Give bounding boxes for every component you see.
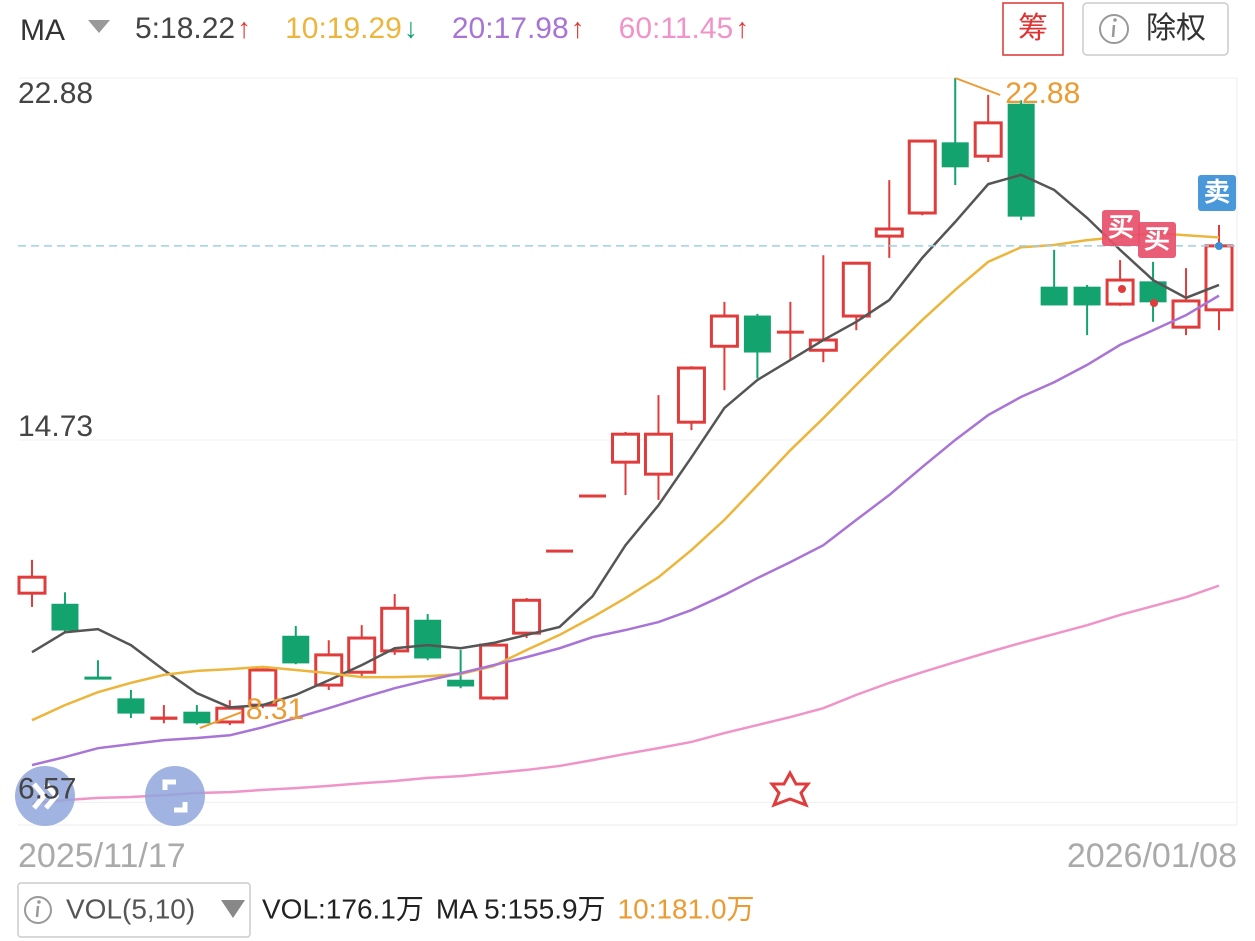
ma-legend-arrow: ↑ (735, 12, 749, 43)
info-icon-stem (35, 905, 40, 918)
indicator-name[interactable]: MA (20, 14, 65, 47)
candle-body (743, 315, 771, 353)
plot (17, 77, 1237, 805)
candle-body (579, 494, 607, 498)
volume-stat: 10:181.0万 (618, 893, 755, 924)
ma-legend-arrow: ↑ (237, 12, 251, 43)
signal-badge (1198, 175, 1236, 211)
ma-line (31, 294, 1220, 767)
ma-legend-label: 20:17.98 (452, 12, 569, 45)
expand-icon (32, 782, 60, 810)
info-icon-dot (37, 900, 41, 904)
candle-body (676, 366, 706, 424)
candle-body (546, 549, 574, 553)
rights-button-label[interactable]: 除权 (1146, 12, 1206, 45)
max-annotation: 22.88 (1005, 77, 1080, 110)
min-annotation-line (199, 711, 243, 730)
candle-body (907, 139, 937, 215)
candle-body (51, 603, 79, 631)
ma-legend-arrow: ↓ (404, 12, 418, 43)
volume-selector[interactable] (17, 882, 251, 938)
min-annotation: 8.31 (246, 693, 304, 726)
info-icon-dot (1113, 18, 1117, 22)
candle-body (709, 314, 739, 348)
candle-body (841, 261, 871, 318)
ma-line (31, 173, 1220, 709)
signal-label: 卖 (1204, 177, 1230, 207)
volume-stat: MA 5:155.9万 (436, 893, 606, 924)
fullscreen-icon (162, 779, 188, 813)
candle-body (941, 142, 969, 168)
x-tick-label: 2026/01/08 (1067, 837, 1237, 875)
candle-body (17, 575, 47, 595)
ma-legend-label: 10:19.29 (285, 12, 402, 45)
candle-body (1073, 286, 1101, 306)
ma-legend-arrow: ↑ (571, 12, 585, 43)
signal-badge (1138, 222, 1176, 258)
candle-body (1007, 103, 1035, 217)
candle-body (973, 121, 1003, 158)
chip-button[interactable] (1002, 2, 1064, 56)
candle-body (248, 668, 278, 707)
candle-body (347, 636, 377, 674)
max-annotation-line (954, 77, 1001, 96)
signal-badge (1102, 210, 1140, 246)
candle-body (611, 432, 640, 464)
y-tick-label: 22.88 (18, 77, 93, 110)
volume-stat: VOL:176.1万 (262, 893, 424, 924)
signal-dot (1150, 299, 1158, 307)
x-tick-label: 2025/11/17 (18, 837, 186, 875)
candle-body (643, 432, 673, 476)
info-icon (24, 896, 52, 924)
candle-body (414, 619, 442, 659)
y-tick-label: 6.57 (18, 772, 76, 805)
candle-body (479, 643, 509, 700)
signal-label: 买 (1144, 224, 1170, 254)
signal-dot (1215, 242, 1223, 250)
candle-body (1040, 286, 1068, 306)
candle-body (183, 711, 211, 724)
event-star[interactable] (768, 769, 812, 808)
ma-legend-label: 60:11.45 (619, 12, 734, 45)
ma-line (31, 231, 1220, 722)
candle-body (447, 679, 475, 687)
volume-selector-label[interactable]: VOL(5,10) (66, 893, 195, 924)
ma-line (31, 584, 1220, 805)
signal-dot (1118, 285, 1126, 293)
candle-body (1204, 244, 1234, 312)
candle-body (282, 635, 310, 664)
volume-dropdown[interactable] (221, 900, 245, 918)
ma-legend-label: 5:18.22 (135, 12, 235, 45)
candle-body (117, 698, 145, 714)
info-icon (1099, 14, 1129, 44)
chip-button-label[interactable]: 筹 (1018, 12, 1048, 45)
candle-body (84, 676, 112, 680)
info-icon-stem (1111, 24, 1116, 38)
candle-body (776, 330, 804, 334)
candle-body (380, 606, 410, 653)
candle-body (874, 227, 904, 238)
indicator-dropdown[interactable] (88, 20, 110, 33)
y-tick-label: 14.73 (18, 410, 93, 443)
signal-label: 买 (1108, 212, 1134, 242)
fullscreen-button[interactable] (145, 766, 205, 826)
candle-body (512, 598, 542, 635)
candle-body (150, 716, 178, 720)
